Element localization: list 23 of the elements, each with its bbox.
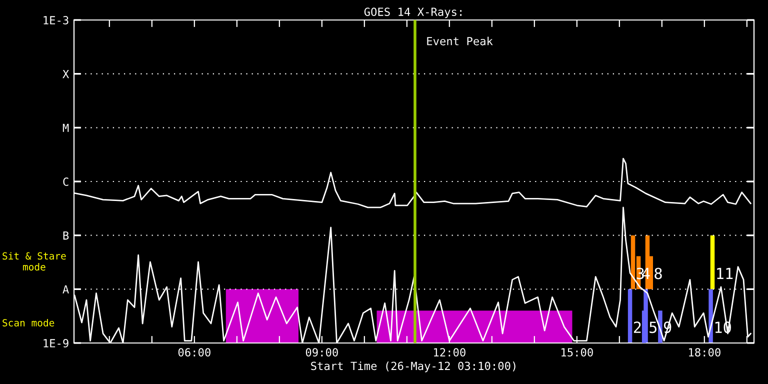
y-tick-label: M [62,124,69,132]
x-tick-label: 18:00 [689,348,720,357]
y-tick-label: A [62,285,69,294]
y-tick-label: C [63,178,68,186]
y-tick-label: 1E-3 [44,16,68,24]
annotation: 11 [717,268,733,280]
x-tick-label: 06:00 [178,348,210,357]
bar [710,235,715,290]
text: Scan mode [2,318,54,326]
annotation: 2 [634,322,641,333]
chart-title: GOES 14 X-Rays: [364,8,462,18]
text: Sit & Stare mode [2,252,66,271]
y-tick-label: X [62,70,70,78]
y-tick-label: B [63,231,69,240]
bar [628,289,632,343]
x-axis-title: Start Time (26-May-12 03:10:00) [311,362,516,372]
x-tick-label: 15:00 [562,348,593,357]
ref-line-label: Event Peak [427,36,493,46]
y-tick-label: 1E-9 [44,339,68,348]
x-tick-label: 09:00 [306,348,338,357]
x-tick-label: 12:00 [434,348,466,357]
annotation: 8 [654,268,662,280]
annotation: 5 [650,322,657,334]
